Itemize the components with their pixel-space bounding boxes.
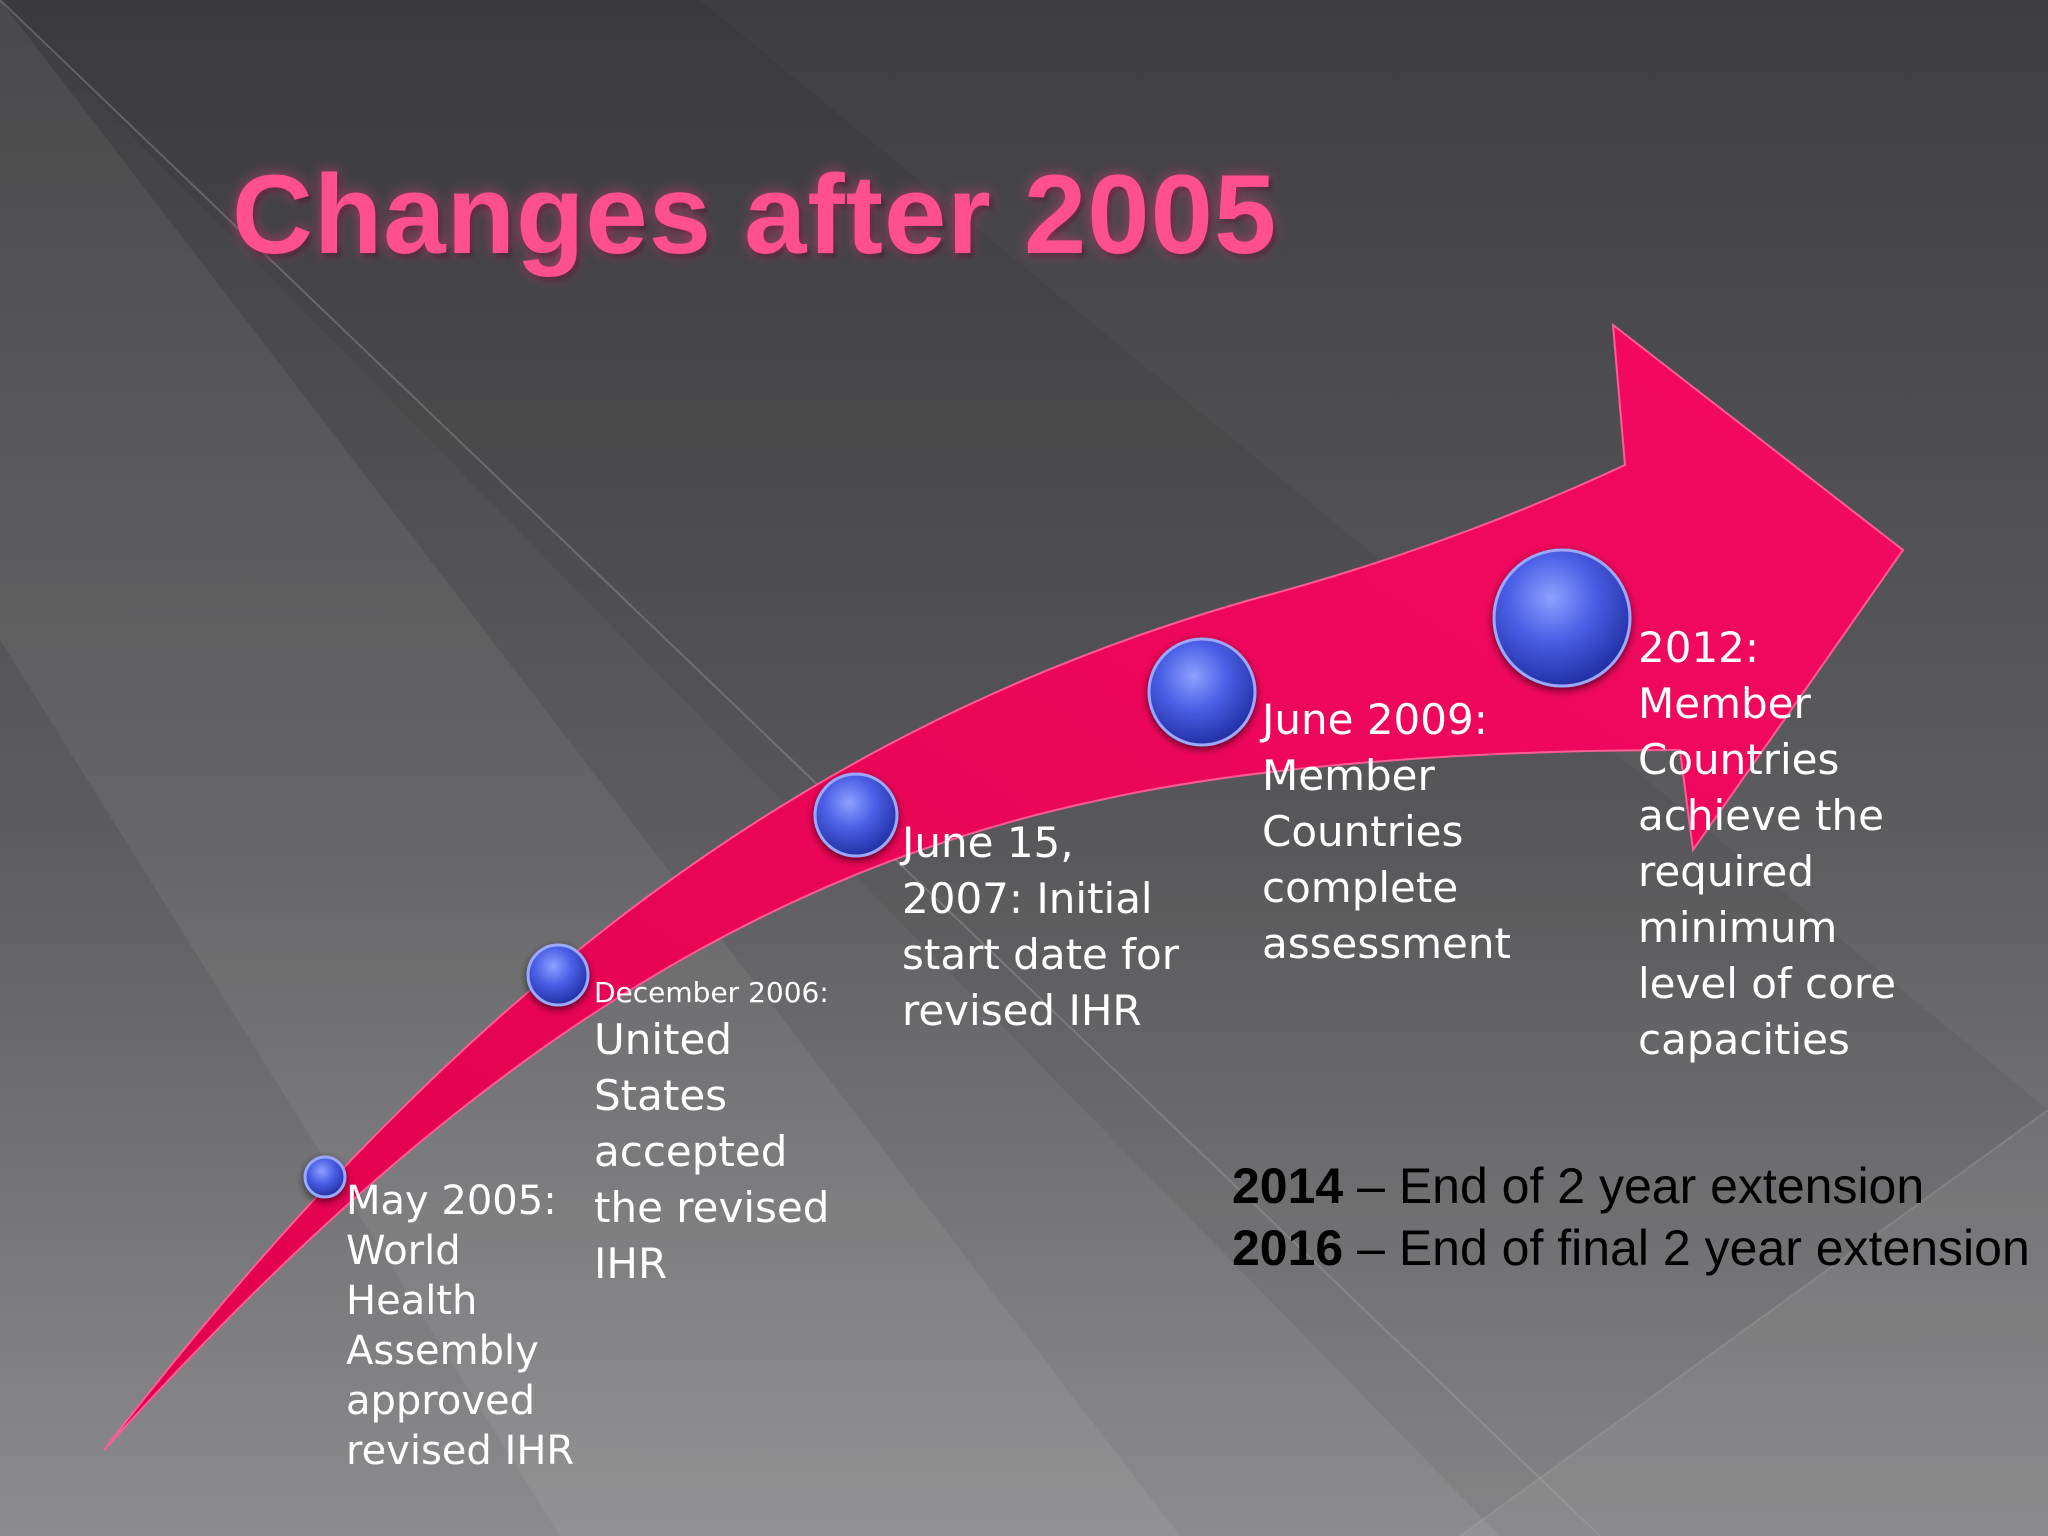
timeline-event-2005: May 2005: World Health Assembly approved… — [346, 1176, 574, 1476]
event-text: June 15, 2007: Initial start date for re… — [902, 818, 1179, 1035]
background-facet — [1460, 1110, 2048, 1536]
timeline-event-2007: June 15, 2007: Initial start date for re… — [902, 815, 1179, 1039]
timeline-arrow — [103, 322, 1905, 1451]
extension-notes: 2014 – End of 2 year extension 2016 – En… — [1232, 1155, 2030, 1279]
timeline-event-2012: 2012: Member Countries achieve the requi… — [1638, 620, 1896, 1068]
slide-title: Changes after 2005 — [232, 152, 1278, 277]
extension-note: 2014 – End of 2 year extension — [1232, 1155, 2030, 1217]
background-facet — [0, 0, 1180, 1536]
event-text: World Health Assembly approved revised I… — [346, 1228, 575, 1474]
extension-note: 2016 – End of final 2 year extension — [1232, 1217, 2030, 1279]
background-line — [1459, 1109, 2048, 1536]
extension-year: 2014 — [1232, 1158, 1344, 1214]
timeline-bullet — [1492, 548, 1632, 688]
timeline-bullet — [813, 772, 899, 858]
event-text: June 2009: Member Countries complete ass… — [1262, 695, 1511, 968]
event-date: May 2005: — [346, 1178, 557, 1224]
event-date: December 2006: — [594, 976, 829, 1009]
extension-text: – End of 2 year extension — [1343, 1158, 1925, 1214]
timeline-bullet — [526, 943, 590, 1007]
event-text: United States accepted the revised IHR — [594, 1015, 830, 1288]
extension-year: 2016 — [1232, 1220, 1344, 1276]
timeline-event-2006: December 2006: United States accepted th… — [594, 974, 829, 1292]
timeline-bullet — [1147, 637, 1257, 747]
background-line — [0, 0, 1601, 1536]
timeline-event-2009: June 2009: Member Countries complete ass… — [1262, 692, 1511, 972]
timeline-bullet — [303, 1155, 347, 1199]
extension-text: – End of final 2 year extension — [1343, 1220, 2030, 1276]
event-text: 2012: Member Countries achieve the requi… — [1638, 623, 1897, 1064]
